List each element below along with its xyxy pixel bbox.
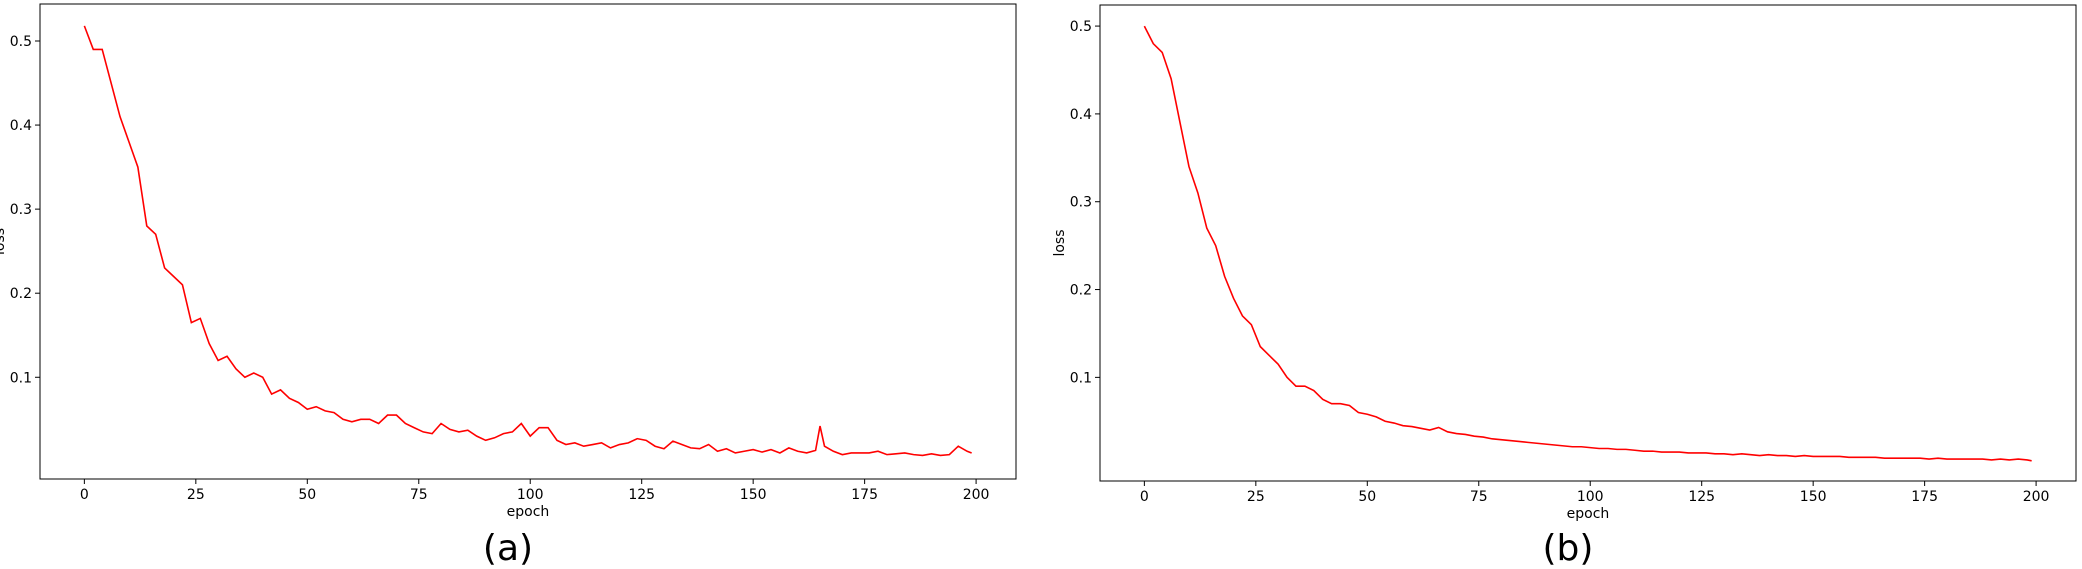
x-tick-label: 175 (851, 487, 878, 503)
y-axis-label: loss (0, 228, 8, 255)
y-axis-label: loss (1052, 229, 1068, 256)
y-tick-label: 0.2 (10, 286, 32, 302)
x-tick-label: 150 (1800, 489, 1827, 505)
y-tick-label: 0.4 (1070, 107, 1092, 123)
x-tick-label: 100 (1577, 489, 1604, 505)
y-tick-label: 0.4 (10, 118, 32, 134)
y-tick-label: 0.3 (10, 202, 32, 218)
x-tick-label: 100 (517, 487, 544, 503)
x-axis-label: epoch (507, 504, 550, 520)
x-axis-label: epoch (1567, 506, 1610, 522)
plot-frame (1099, 4, 2077, 482)
y-tick-label: 0.5 (10, 34, 32, 50)
x-tick-label: 0 (80, 487, 89, 503)
x-tick-label: 200 (963, 487, 990, 503)
x-tick-label: 75 (1470, 489, 1488, 505)
y-tick-label: 0.3 (1070, 195, 1092, 211)
x-tick-label: 25 (187, 487, 205, 503)
y-tick-label: 0.5 (1070, 19, 1092, 35)
x-tick-label: 200 (2023, 489, 2050, 505)
x-tick-label: 175 (1911, 489, 1938, 505)
x-tick-label: 0 (1140, 489, 1149, 505)
x-tick-label: 50 (298, 487, 316, 503)
y-tick-label: 0.1 (1070, 370, 1092, 386)
y-tick-label: 0.1 (10, 370, 32, 386)
caption: (a) (483, 528, 533, 569)
caption: (b) (1543, 528, 1594, 569)
x-tick-label: 150 (740, 487, 767, 503)
y-tick-label: 0.2 (1070, 283, 1092, 299)
x-tick-label: 25 (1247, 489, 1265, 505)
loss-line (83, 25, 972, 457)
x-tick-label: 75 (410, 487, 428, 503)
x-tick-label: 125 (628, 487, 655, 503)
loss-line (1143, 25, 2032, 462)
plot-frame (39, 3, 1017, 480)
x-tick-label: 50 (1358, 489, 1376, 505)
x-tick-label: 125 (1688, 489, 1715, 505)
